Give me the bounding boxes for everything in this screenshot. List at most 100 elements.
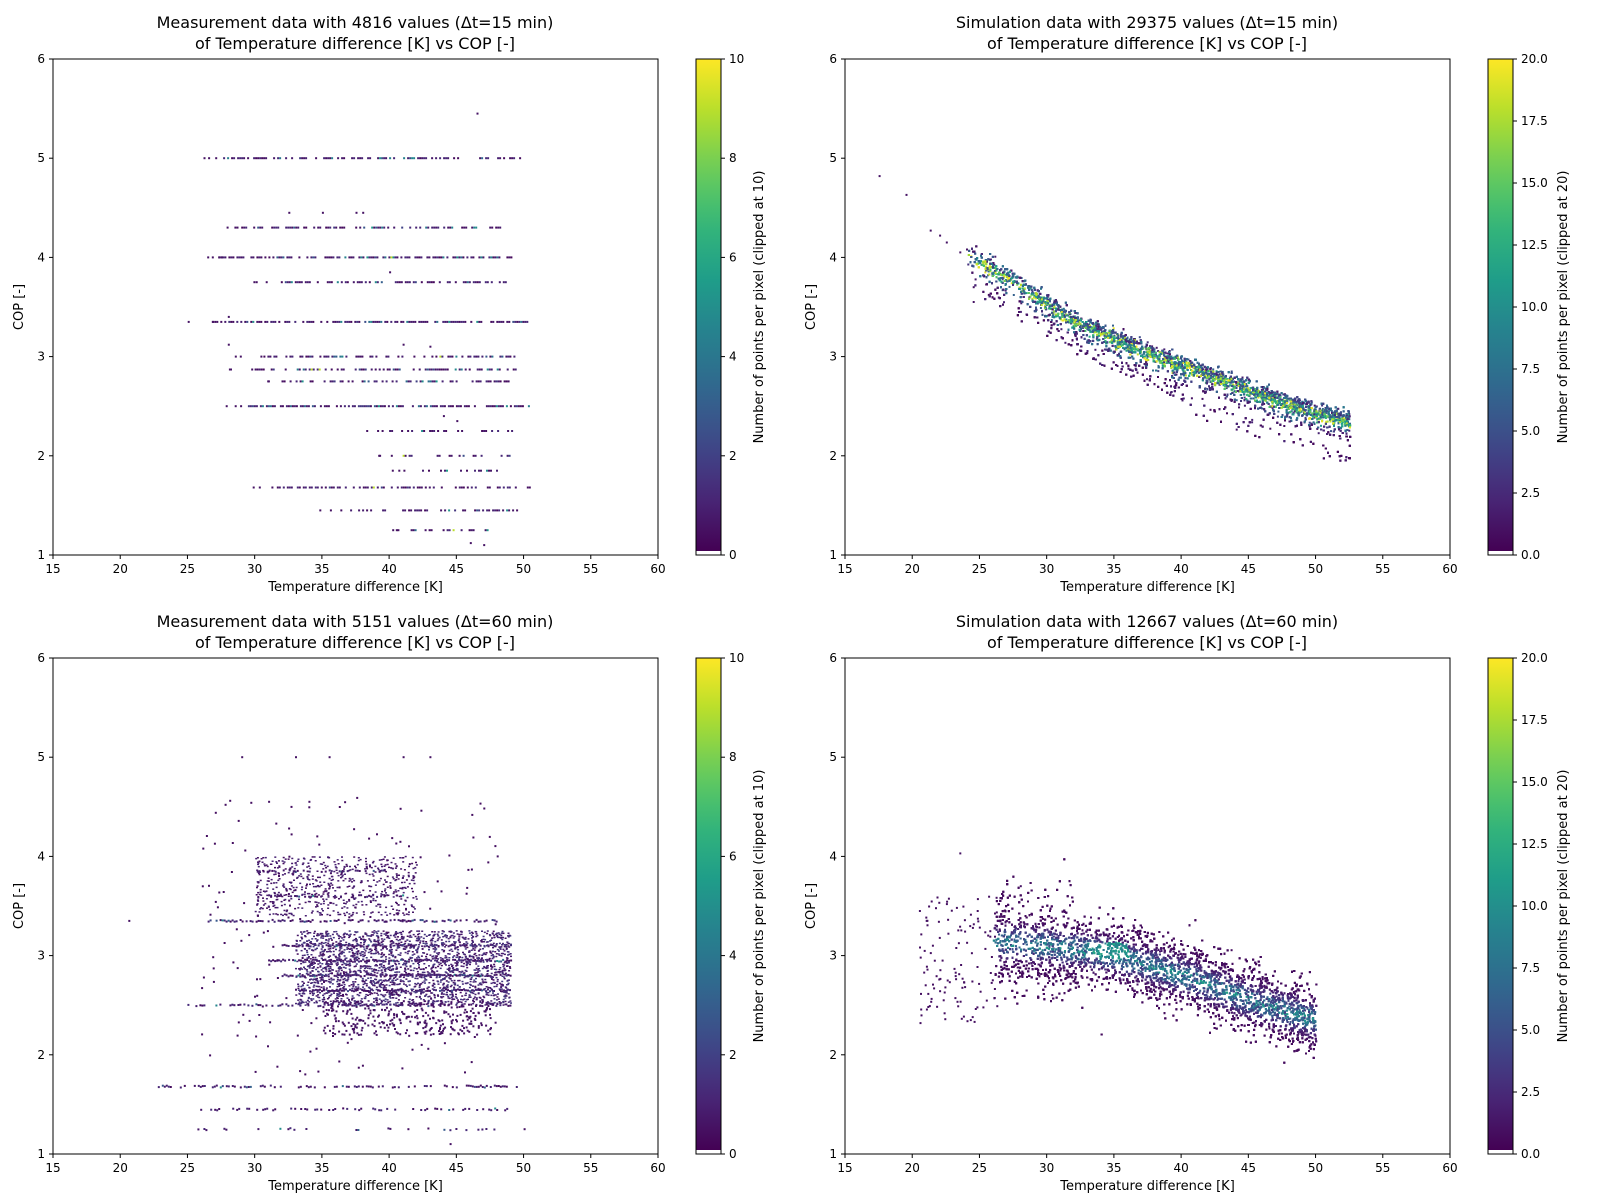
heatmap-cell bbox=[335, 405, 338, 408]
heatmap-cell bbox=[360, 256, 363, 259]
heatmap-cell bbox=[419, 157, 422, 160]
heatmap-cell bbox=[211, 256, 214, 259]
heatmap-cell bbox=[392, 529, 395, 532]
heatmap-cell bbox=[310, 368, 313, 371]
colorbar-frame bbox=[695, 58, 722, 556]
heatmap-cell bbox=[222, 256, 225, 259]
heatmap-cell bbox=[319, 226, 322, 229]
heatmap-cell bbox=[1235, 428, 1238, 431]
heatmap-cell bbox=[289, 355, 292, 358]
heatmap-cell bbox=[329, 380, 332, 383]
heatmap-cell bbox=[243, 226, 246, 229]
heatmap-cell bbox=[489, 405, 492, 408]
heatmap-cell bbox=[237, 157, 240, 160]
heatmap-cell bbox=[1251, 421, 1254, 424]
heatmap-cell bbox=[1260, 388, 1263, 391]
heatmap-cell bbox=[498, 486, 501, 489]
heatmap-cell bbox=[449, 355, 452, 358]
heatmap-cell bbox=[498, 256, 501, 259]
heatmap-cell bbox=[412, 486, 415, 489]
heatmap-cell bbox=[1084, 330, 1087, 332]
heatmap-cell bbox=[466, 281, 469, 284]
heatmap-cell bbox=[363, 405, 366, 408]
heatmap-cell bbox=[359, 226, 362, 229]
heatmap-cell bbox=[253, 281, 256, 284]
colorbar-tick-label: 0 bbox=[729, 548, 737, 562]
heatmap-cell bbox=[321, 211, 324, 214]
heatmap-cell bbox=[447, 226, 450, 229]
heatmap-cell bbox=[344, 486, 347, 489]
heatmap-cell bbox=[336, 368, 339, 371]
heatmap-cell bbox=[358, 509, 361, 512]
heatmap-cell bbox=[393, 157, 396, 160]
heatmap-cell bbox=[371, 355, 374, 358]
heatmap-cell bbox=[431, 226, 434, 229]
heatmap-cell bbox=[267, 380, 270, 383]
heatmap-cell bbox=[526, 320, 529, 323]
heatmap-cell bbox=[354, 320, 357, 323]
heatmap-cell bbox=[406, 256, 409, 259]
heatmap-cell bbox=[281, 405, 284, 408]
heatmap-cell bbox=[460, 320, 463, 323]
heatmap-cell bbox=[252, 320, 255, 323]
heatmap-cell bbox=[397, 529, 400, 532]
heatmap-cell bbox=[396, 368, 399, 371]
heatmap-cell bbox=[395, 405, 398, 408]
heatmap-cell bbox=[454, 256, 457, 259]
heatmap-cell bbox=[305, 157, 308, 160]
heatmap-cell bbox=[428, 486, 431, 489]
heatmap-cell bbox=[370, 368, 373, 371]
heatmap-cell bbox=[414, 509, 417, 512]
heatmap-cell bbox=[488, 256, 491, 259]
heatmap-cell bbox=[1190, 397, 1193, 400]
heatmap-cell bbox=[464, 368, 467, 371]
x-tick-label: 25 bbox=[180, 562, 195, 576]
heatmap-cell bbox=[455, 355, 458, 358]
colorbar-tick-label: 10 bbox=[729, 52, 744, 66]
heatmap-cell bbox=[366, 430, 369, 432]
heatmap-cell bbox=[364, 486, 367, 489]
heatmap-cell bbox=[350, 256, 353, 259]
heatmap-cell bbox=[508, 256, 511, 259]
heatmap-cell bbox=[339, 355, 342, 358]
heatmap-cell bbox=[329, 226, 332, 229]
heatmap-cell bbox=[431, 380, 434, 383]
heatmap-cell bbox=[307, 355, 310, 358]
heatmap-cell bbox=[521, 405, 524, 408]
heatmap-cell bbox=[994, 255, 997, 258]
heatmap-cell bbox=[416, 486, 419, 489]
heatmap-cell bbox=[258, 486, 261, 489]
heatmap-cell bbox=[314, 486, 317, 489]
heatmap-cell bbox=[385, 157, 388, 160]
heatmap-cell bbox=[382, 486, 385, 489]
heatmap-cell bbox=[440, 368, 443, 371]
heatmap-cell bbox=[226, 226, 229, 229]
heatmap-cell bbox=[286, 256, 289, 259]
heatmap-cell bbox=[1010, 282, 1013, 285]
heatmap-cell bbox=[324, 368, 327, 371]
heatmap-cell bbox=[437, 430, 440, 432]
heatmap-cell bbox=[288, 486, 291, 489]
heatmap-cell bbox=[517, 405, 520, 408]
heatmap-cell bbox=[1119, 343, 1122, 346]
heatmap-cell bbox=[494, 509, 497, 512]
heatmap-cell bbox=[1020, 302, 1023, 305]
heatmap-cell bbox=[468, 281, 471, 284]
heatmap-cell bbox=[316, 281, 319, 284]
heatmap-cell bbox=[449, 226, 452, 229]
heatmap-cell bbox=[331, 355, 334, 358]
heatmap-cell bbox=[391, 430, 394, 432]
heatmap-cell bbox=[1348, 429, 1351, 432]
heatmap-cell bbox=[442, 529, 445, 532]
heatmap-cell bbox=[305, 226, 308, 229]
heatmap-cell bbox=[311, 380, 314, 383]
heatmap-cell bbox=[477, 380, 480, 383]
heatmap-cell bbox=[362, 211, 365, 214]
heatmap-cell bbox=[1019, 300, 1022, 303]
heatmap-cell bbox=[1269, 427, 1272, 430]
heatmap-cell bbox=[401, 226, 404, 229]
heatmap-cell bbox=[1046, 298, 1049, 301]
heatmap-cell bbox=[317, 226, 320, 229]
heatmap-cell bbox=[313, 226, 316, 229]
heatmap-cell bbox=[272, 256, 275, 259]
